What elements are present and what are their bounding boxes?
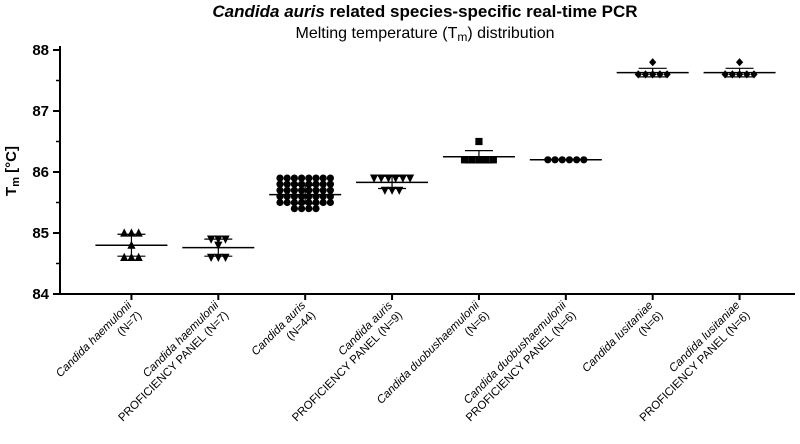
- chart-subtitle: Melting temperature (Tm) distribution: [296, 25, 555, 44]
- y-axis-title-main: T: [3, 187, 20, 196]
- data-point: [221, 253, 230, 262]
- category-group: [182, 235, 255, 262]
- x-category-label: Candida haemulonii(N=7): [54, 299, 144, 380]
- data-point: [127, 252, 136, 261]
- data-point: [283, 174, 291, 182]
- data-point: [297, 174, 306, 182]
- data-point: [120, 252, 129, 261]
- category-group: [442, 137, 515, 164]
- data-point: [460, 156, 469, 164]
- category-group: [356, 174, 429, 195]
- data-point: [283, 180, 291, 188]
- category-group: [269, 174, 342, 213]
- data-point: [475, 137, 483, 146]
- data-point: [468, 156, 476, 164]
- data-point: [735, 58, 744, 67]
- data-point: [489, 156, 497, 164]
- data-point: [369, 174, 379, 183]
- data-point: [312, 205, 320, 213]
- axes: 84 85 86 87 88: [32, 42, 795, 303]
- chart-title-rest: related species-specific real-time PCR: [325, 2, 638, 21]
- y-axis-title: Tm [°C]: [3, 146, 22, 196]
- data-point: [305, 174, 313, 182]
- x-category-label-name: Candida haemulonii: [54, 299, 135, 380]
- y-axis-title-unit: [°C]: [3, 146, 20, 177]
- data-point: [283, 186, 291, 194]
- category-group: [95, 228, 168, 261]
- data-point: [283, 198, 291, 207]
- data-point: [326, 174, 334, 182]
- x-axis-labels: Candida haemulonii(N=7)Candida haemuloni…: [54, 299, 753, 424]
- chart-title: Candida auris related species-specific r…: [212, 2, 637, 21]
- y-axis-title-sub: m: [10, 177, 22, 187]
- data-point: [326, 198, 334, 207]
- data-point: [326, 186, 334, 194]
- data-point: [297, 186, 306, 194]
- data-point: [276, 174, 284, 182]
- svg-text:Tm [°C]: Tm [°C]: [3, 146, 22, 196]
- data-point: [405, 174, 415, 183]
- data-point: [319, 180, 327, 188]
- category-group: [529, 156, 602, 164]
- data-point: [207, 253, 216, 262]
- data-point: [326, 180, 334, 188]
- data-marks: [95, 58, 776, 262]
- chart-subtitle-sub: m: [457, 30, 467, 44]
- data-point: [276, 180, 284, 188]
- y-tick-label: 86: [32, 164, 49, 181]
- y-tick-label: 85: [32, 225, 49, 242]
- y-tick-label: 87: [32, 103, 49, 120]
- data-point: [290, 174, 298, 182]
- data-point: [276, 198, 284, 207]
- chart-title-italic: Candida auris: [212, 2, 324, 21]
- x-category-label: Candida lusitaniae(N=6): [580, 300, 665, 375]
- data-point: [276, 186, 284, 194]
- category-group: [616, 58, 689, 79]
- y-tick-label: 88: [32, 42, 49, 59]
- data-point: [290, 186, 298, 194]
- data-point: [305, 186, 313, 194]
- data-point: [120, 228, 129, 237]
- data-point: [312, 186, 320, 194]
- data-point: [134, 228, 143, 237]
- data-point: [319, 186, 327, 194]
- data-point: [319, 174, 327, 182]
- data-point: [290, 205, 298, 213]
- data-point: [319, 198, 327, 207]
- data-point: [649, 58, 657, 67]
- data-point: [305, 205, 313, 213]
- data-point: [134, 252, 143, 261]
- y-tick-label: 84: [32, 286, 49, 303]
- data-point: [297, 205, 306, 213]
- chart-subtitle-suffix: ) distribution: [467, 25, 554, 42]
- data-point: [312, 174, 320, 182]
- data-point: [482, 156, 490, 164]
- x-category-label: Candida auris(N=44): [250, 299, 319, 358]
- category-group: [703, 58, 776, 79]
- chart-subtitle-prefix: Melting temperature (T: [296, 25, 458, 42]
